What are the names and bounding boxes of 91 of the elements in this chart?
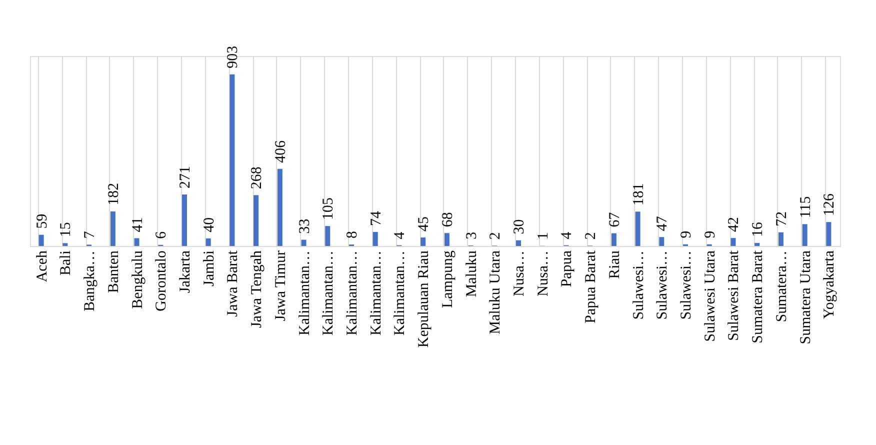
- x-tick-label: Kalimantan…: [344, 250, 360, 336]
- x-tick-label: Sulawesi Barat: [726, 250, 742, 341]
- data-label: 45: [416, 216, 432, 232]
- x-tick-label: Gorontalo: [154, 250, 170, 312]
- x-tick-label: Sumatera…: [774, 250, 790, 322]
- x-tick-label: Jawa Tengah: [249, 250, 266, 328]
- x-tick-label: Bali: [58, 250, 74, 276]
- data-label: 9: [678, 230, 695, 238]
- x-tick-label: Kalimantan…: [296, 250, 313, 336]
- bar: [730, 238, 736, 246]
- data-label: 8: [344, 230, 360, 238]
- x-tick-label: Jambi: [201, 250, 218, 286]
- data-label: 33: [296, 218, 313, 234]
- x-tick-label: Sumatera Barat: [750, 250, 766, 344]
- data-label: 115: [798, 196, 814, 218]
- bar: [206, 238, 211, 246]
- x-tick-label: Sumatera Utara: [798, 250, 814, 344]
- data-label: 4: [392, 231, 408, 240]
- bar: [826, 222, 832, 246]
- bar: [516, 240, 522, 246]
- bar: [778, 232, 784, 246]
- x-tick-label: Sulawesi…: [630, 250, 647, 320]
- x-tick-label: Papua: [559, 250, 576, 288]
- data-label: 72: [774, 211, 790, 226]
- x-tick-label: Sulawesi Utara: [702, 250, 718, 342]
- bar: [635, 212, 640, 246]
- data-label: 59: [34, 214, 50, 229]
- bar: [134, 238, 140, 246]
- bar: [230, 74, 235, 246]
- data-label: 68: [440, 212, 456, 228]
- x-tick-label: Kalimantan…: [368, 250, 384, 336]
- x-tick-label: Banten: [106, 250, 122, 293]
- x-tick-label: Bangka…: [82, 250, 98, 312]
- x-tick-label: Lampung: [440, 250, 456, 308]
- data-label: 9: [702, 230, 718, 238]
- bar: [659, 237, 664, 246]
- bar: [372, 232, 378, 246]
- x-tick-label: Maluku Utara: [488, 250, 504, 334]
- bar: [277, 168, 282, 246]
- x-tick-label: Nusa…: [512, 250, 528, 296]
- data-label: 74: [368, 210, 384, 226]
- bar: [611, 233, 616, 246]
- data-label: 3: [464, 232, 480, 240]
- bar: [38, 234, 44, 246]
- x-tick-label: Riau: [606, 250, 623, 279]
- data-label: 268: [249, 166, 266, 190]
- x-tick-label: Yogyakarta: [822, 250, 838, 319]
- data-label: 406: [272, 140, 289, 163]
- bar: [754, 242, 760, 246]
- bar: [254, 195, 259, 246]
- bar: [110, 211, 116, 246]
- data-label: 271: [177, 166, 194, 189]
- bar: [444, 233, 450, 246]
- data-label: 42: [726, 217, 742, 232]
- x-tick-label: Jawa Timur: [272, 250, 289, 321]
- data-label: 16: [750, 221, 766, 237]
- bar: [301, 240, 306, 246]
- data-label: 6: [154, 230, 170, 239]
- data-label: 1: [535, 232, 552, 240]
- x-tick-label: Papua Barat: [583, 250, 600, 324]
- x-tick-label: Sulawesi…: [678, 250, 695, 320]
- data-label: 181: [630, 183, 647, 206]
- bar: [182, 194, 187, 246]
- x-tick-label: Nusa…: [535, 250, 552, 296]
- data-label: 2: [583, 232, 600, 240]
- bar: [325, 226, 330, 246]
- x-tick-label: Sulawesi…: [654, 250, 671, 320]
- data-label: 4: [559, 231, 576, 240]
- x-tick-label: Aceh: [34, 250, 50, 282]
- data-label: 903: [225, 46, 242, 68]
- data-label: 7: [82, 230, 98, 239]
- data-label: 30: [512, 219, 528, 234]
- data-label: 41: [130, 217, 146, 232]
- bar: [62, 243, 68, 246]
- x-tick-label: Kepulauan Riau: [416, 250, 432, 348]
- x-tick-label: Kalimantan…: [320, 250, 337, 336]
- x-tick-label: Jakarta: [177, 250, 194, 293]
- bar: [802, 224, 808, 246]
- bar: [420, 237, 426, 246]
- data-label: 182: [106, 182, 122, 206]
- data-label: 47: [654, 216, 671, 232]
- data-label: 105: [320, 198, 337, 220]
- x-tick-label: Bengkulu: [130, 250, 146, 309]
- data-label: 67: [606, 212, 623, 228]
- data-label: 40: [201, 217, 218, 232]
- data-label: 126: [822, 193, 838, 216]
- x-tick-label: Kalimantan…: [392, 250, 408, 336]
- data-label: 2: [488, 232, 504, 240]
- x-tick-label: Maluku: [464, 250, 480, 298]
- x-tick-label: Jawa Barat: [225, 250, 242, 317]
- data-label: 15: [58, 222, 74, 238]
